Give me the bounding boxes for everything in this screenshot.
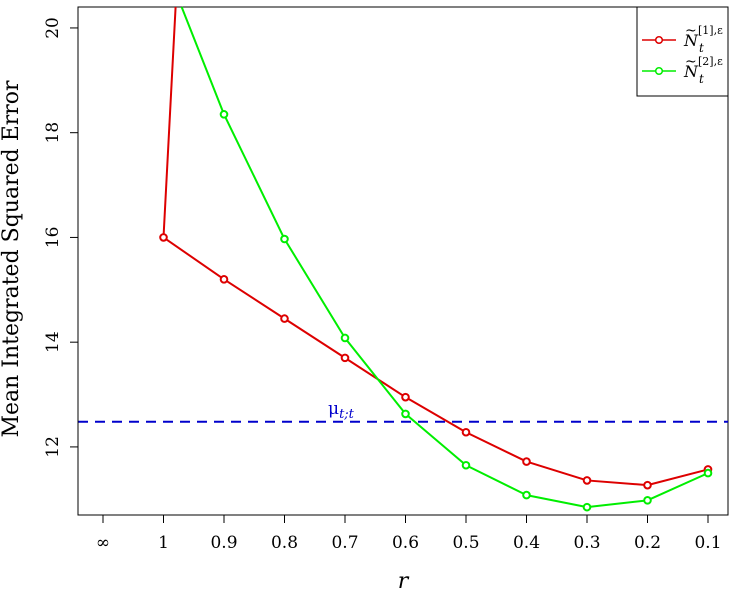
legend-tilde-2: ~ (685, 54, 697, 70)
y-tick-label-1: 14 (43, 331, 63, 353)
series-2-point-8 (703, 468, 713, 478)
series-1-point-4 (401, 392, 410, 402)
series-2-point-6 (582, 502, 592, 512)
series-1-point-7 (582, 476, 592, 485)
series-2-point-2 (340, 333, 350, 343)
legend-box (636, 6, 729, 97)
x-axis-title: r (398, 569, 410, 594)
reference-layer: μt;t (78, 399, 728, 423)
series-layer (159, 6, 713, 512)
series-2-point-0 (219, 110, 229, 119)
series-1-point-5 (461, 427, 471, 437)
x-tick-label-1: 1 (158, 533, 169, 553)
legend-label-sub-2: t (699, 72, 704, 86)
series-2-point-4 (461, 460, 471, 470)
series-2-point-7 (643, 496, 652, 505)
legend: ~N[1],εt~N[2],εt (636, 6, 729, 97)
series-2-point-5 (522, 490, 531, 500)
series-1-point-2 (280, 314, 289, 323)
legend-label-sub-1: t (699, 41, 704, 55)
legend-label-sup-1: [1],ε (698, 24, 723, 37)
legend-label-sup-2: [2],ε (698, 55, 723, 68)
legend-label-1: N (683, 31, 699, 50)
x-tick-label-7: 0.4 (513, 533, 540, 553)
series-1-point-0 (159, 233, 168, 242)
y-tick-label-2: 16 (43, 227, 63, 249)
plot-frame (77, 6, 729, 516)
legend-marker-2 (654, 66, 664, 76)
reference-line-label-base: μ (328, 399, 339, 419)
x-tick-label-4: 0.7 (331, 533, 358, 553)
y-tick-label-4: 20 (43, 17, 63, 39)
x-tick-label-8: 0.3 (573, 533, 600, 553)
y-tick-label-3: 18 (43, 122, 63, 144)
y-axis-title: Mean Integrated Squared Error (0, 80, 24, 438)
reference-line-label: μt;t (328, 399, 355, 422)
x-tick-label-10: 0.1 (694, 533, 721, 553)
legend-marker-1 (654, 35, 664, 45)
series-1-point-8 (643, 480, 652, 490)
series-1-point-1 (219, 275, 229, 284)
legend-label-2: N (683, 62, 699, 81)
series-1-point-6 (522, 457, 531, 466)
series-2-point-3 (401, 409, 410, 419)
x-tick-label-5: 0.6 (392, 533, 419, 553)
y-axis: 12 14 16 18 20 (43, 17, 79, 458)
x-tick-label-2: 0.9 (210, 533, 237, 553)
x-tick-label-0: ∞ (96, 533, 110, 553)
series-1-point-3 (340, 353, 350, 363)
series-2-point-1 (280, 234, 289, 244)
reference-line-label-sub: t;t (339, 407, 355, 422)
y-tick-label-0: 12 (43, 436, 63, 458)
x-tick-label-3: 0.8 (271, 533, 298, 553)
series-line-1 (162, 6, 709, 487)
x-tick-label-6: 0.5 (452, 533, 479, 553)
legend-tilde-1: ~ (685, 23, 697, 39)
x-axis: ∞ 1 0.9 0.8 0.7 0.6 0.5 0.4 0.3 0.2 0.1 (96, 514, 722, 553)
series-line-2 (180, 6, 709, 509)
x-tick-label-9: 0.2 (634, 533, 661, 553)
